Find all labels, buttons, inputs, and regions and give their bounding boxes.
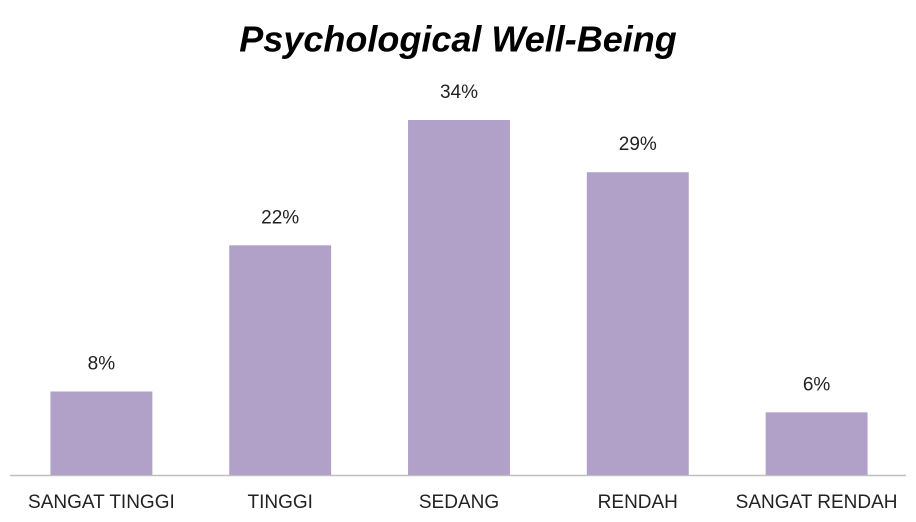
x-tick-label: RENDAH	[598, 492, 678, 513]
bar	[50, 391, 153, 475]
value-label: 29%	[619, 134, 657, 155]
value-label: 8%	[88, 353, 116, 374]
bar	[229, 245, 332, 475]
x-tick-label: SANGAT RENDAH	[736, 492, 898, 513]
bar	[408, 120, 510, 475]
x-tick-label: TINGGI	[247, 492, 312, 513]
value-label: 6%	[803, 374, 831, 395]
value-label: 22%	[261, 207, 299, 228]
value-label: 34%	[440, 82, 478, 103]
chart-title: Psychological Well-Being	[239, 19, 676, 60]
bar	[765, 412, 868, 475]
x-tick-label: SANGAT TINGGI	[28, 492, 175, 513]
x-tick-label: SEDANG	[419, 492, 499, 513]
bar	[586, 172, 689, 476]
